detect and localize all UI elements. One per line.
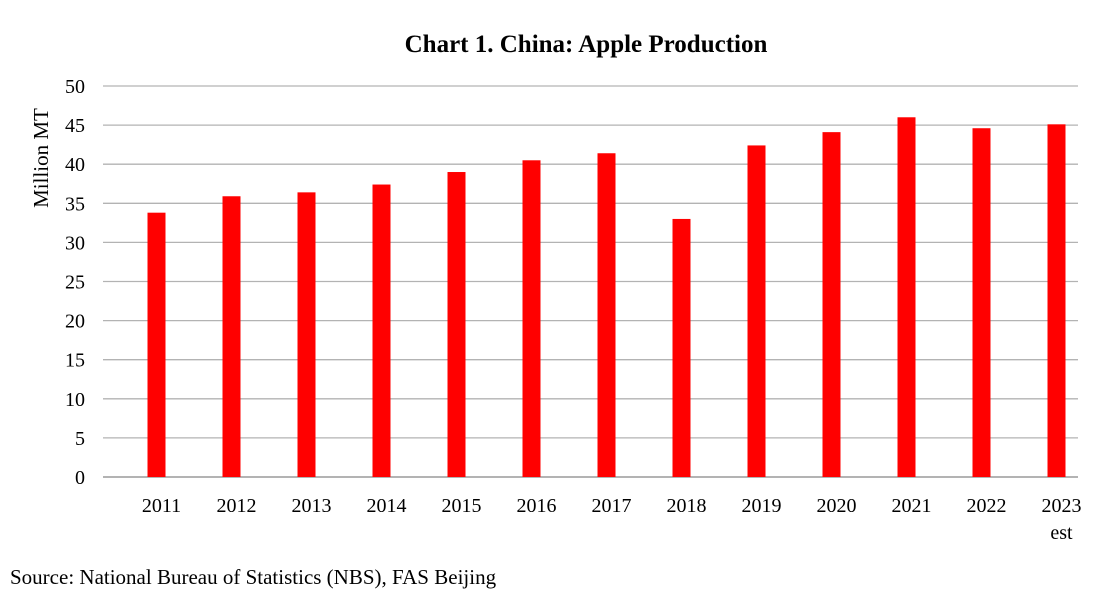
bar bbox=[747, 145, 766, 477]
x-tick-label: 2013 bbox=[292, 495, 332, 517]
bar bbox=[597, 153, 616, 477]
y-tick-labels: 0 5 10 15 20 25 30 35 40 45 50 bbox=[65, 76, 85, 489]
bar bbox=[972, 128, 991, 477]
y-tick-label: 35 bbox=[65, 193, 85, 215]
x-tick-label: 2011 bbox=[142, 495, 181, 517]
y-tick-label: 30 bbox=[65, 232, 85, 254]
x-tick-label: 2019 bbox=[742, 495, 782, 517]
bar bbox=[297, 192, 316, 478]
y-tick-label: 10 bbox=[65, 389, 85, 411]
y-tick-label: 25 bbox=[65, 272, 85, 294]
y-tick-label: 5 bbox=[75, 428, 85, 450]
y-tick-label: 40 bbox=[65, 154, 85, 176]
bar bbox=[522, 160, 541, 478]
chart-title: Chart 1. China: Apple Production bbox=[405, 31, 768, 58]
bar bbox=[897, 117, 916, 477]
y-axis-label: Million MT bbox=[29, 108, 53, 208]
x-tick-label: 2021 bbox=[892, 495, 932, 517]
gridlines bbox=[103, 85, 1078, 478]
x-tick-label: 2012 bbox=[217, 495, 257, 517]
y-tick-label: 50 bbox=[65, 76, 85, 98]
bar bbox=[672, 218, 691, 477]
x-tick-label: 2020 bbox=[817, 495, 857, 517]
y-tick-label: 45 bbox=[65, 115, 85, 137]
x-tick-label: 2014 bbox=[367, 495, 407, 517]
bar bbox=[372, 184, 391, 478]
bars bbox=[147, 117, 1066, 478]
source-note: Source: National Bureau of Statistics (N… bbox=[10, 565, 497, 589]
x-tick-label: 2017 bbox=[592, 495, 632, 517]
x-tick-labels: 2011 2012 2013 2014 2015 2016 2017 2018 2019 2020… bbox=[142, 495, 1082, 544]
y-tick-label: 20 bbox=[65, 311, 85, 333]
y-tick-label: 15 bbox=[65, 350, 85, 372]
bar bbox=[822, 132, 841, 477]
y-tick-label: 0 bbox=[75, 467, 85, 489]
x-tick-label: 2016 bbox=[517, 495, 557, 517]
x-tick-label: 2022 bbox=[967, 495, 1007, 517]
x-tick-label: 2015 bbox=[442, 495, 482, 517]
bar bbox=[147, 212, 166, 477]
bar bbox=[222, 196, 241, 477]
x-tick-label: 2018 bbox=[667, 495, 707, 517]
x-tick-label: 2023 est bbox=[1042, 495, 1082, 544]
bar bbox=[1047, 124, 1066, 478]
bar bbox=[447, 172, 466, 477]
